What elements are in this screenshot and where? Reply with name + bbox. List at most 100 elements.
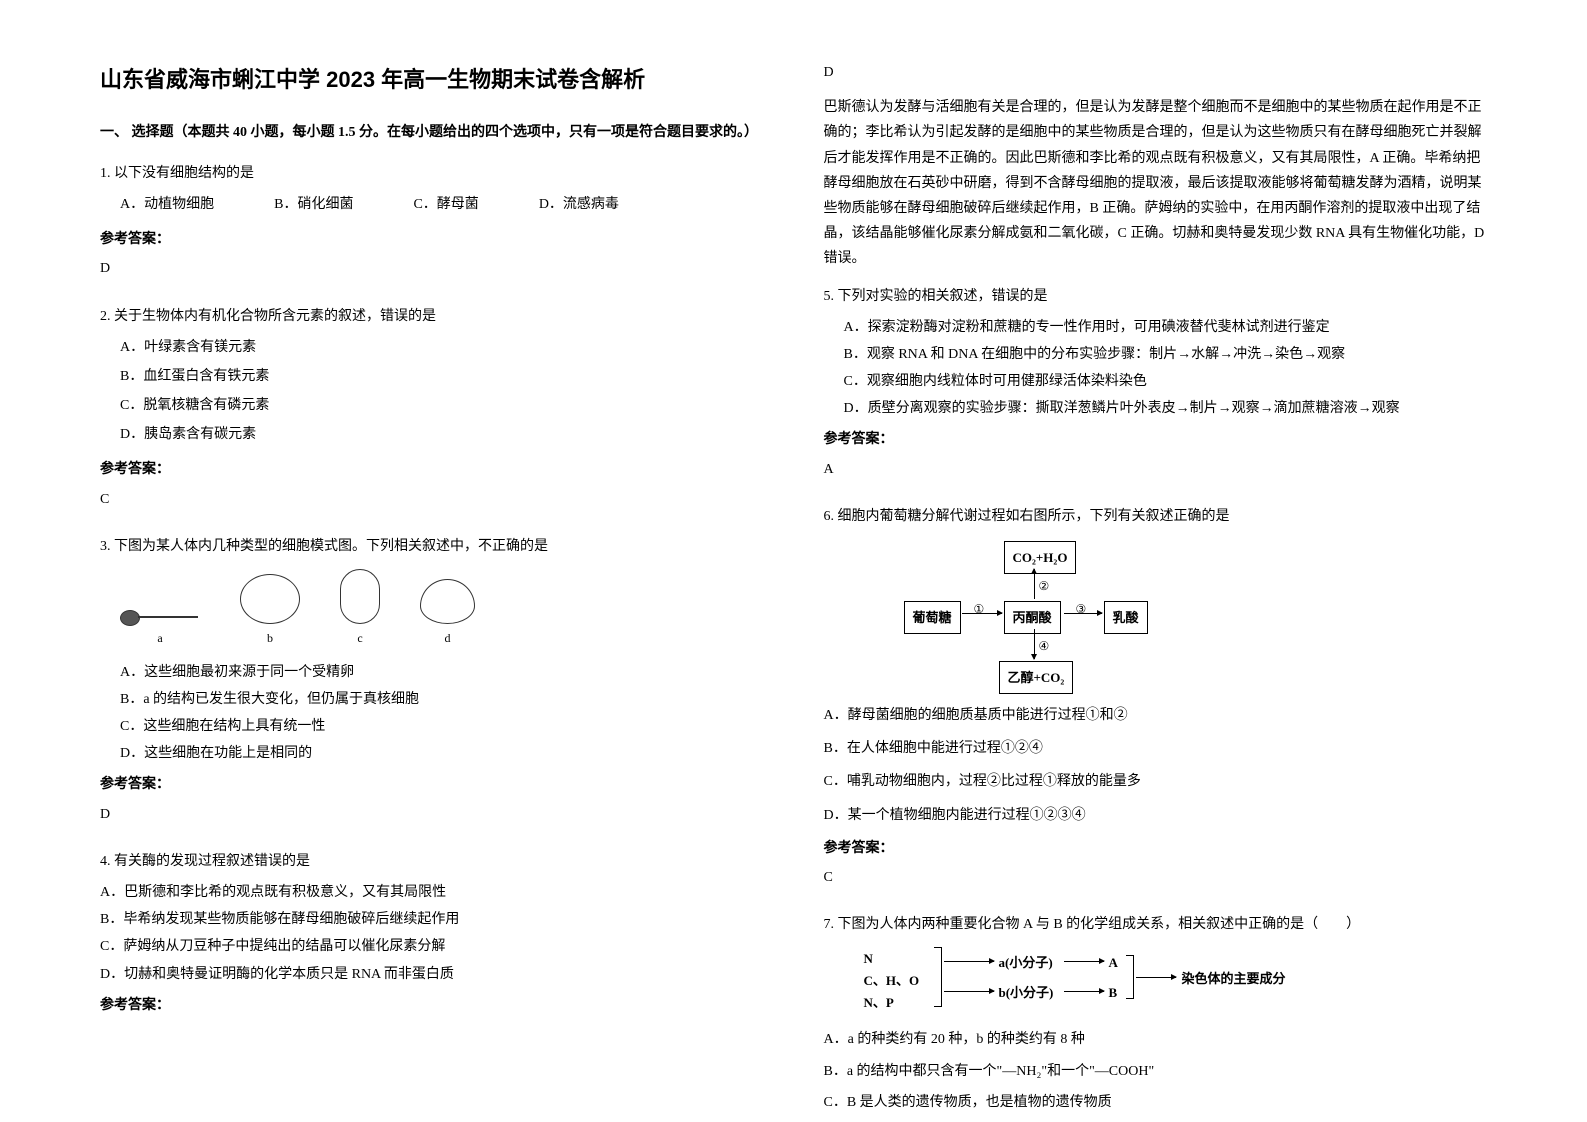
box-top: CO₂+H₂O bbox=[1004, 541, 1077, 574]
q3-opt-b: B．a 的结构已发生很大变化，但仍属于真核细胞 bbox=[120, 687, 764, 712]
answer-label: 参考答案： bbox=[824, 836, 1488, 861]
q5-opt-b: B．观察 RNA 和 DNA 在细胞中的分布实验步骤：制片→水解→冲洗→染色→观… bbox=[844, 342, 1488, 367]
q7-diagram: N C、H、O N、P a(小分子) b(小分子) A B 染色体的主要成分 bbox=[864, 947, 1364, 1017]
q4-explanation: 巴斯德认为发酵与活细胞有关是合理的，但是认为发酵是整个细胞而不是细胞中的某些物质… bbox=[824, 95, 1488, 271]
label-result: 染色体的主要成分 bbox=[1182, 967, 1286, 990]
answer-label: 参考答案： bbox=[100, 993, 764, 1018]
line-final bbox=[1136, 977, 1176, 978]
q3-opt-d: D．这些细胞在功能上是相同的 bbox=[120, 741, 764, 766]
question-6: 6. 细胞内葡萄糖分解代谢过程如右图所示，下列有关叙述正确的是 CO₂+H₂O … bbox=[824, 504, 1488, 900]
q4-options: A．巴斯德和李比希的观点既有积极意义，又有其局限性 B．毕希纳发现某些物质能够在… bbox=[100, 880, 764, 987]
box-bottom: 乙醇+CO₂ bbox=[999, 661, 1074, 694]
answer-label: 参考答案： bbox=[824, 427, 1488, 452]
circ-3: ③ bbox=[1076, 599, 1087, 621]
q3-figure: a b c d bbox=[120, 569, 764, 650]
q2-stem: 2. 关于生物体内有机化合物所含元素的叙述，错误的是 bbox=[100, 304, 764, 329]
cell-label-c: c bbox=[340, 628, 380, 650]
q3-options: A．这些细胞最初来源于同一个受精卵 B．a 的结构已发生很大变化，但仍属于真核细… bbox=[120, 660, 764, 767]
q1-options: A．动植物细胞 B．硝化细菌 C．酵母菌 D．流感病毒 bbox=[120, 192, 764, 221]
line-a2 bbox=[1064, 961, 1104, 962]
answer-label: 参考答案： bbox=[100, 227, 764, 252]
cell-a: a bbox=[120, 608, 200, 650]
q6-opt-a: A．酵母菌细胞的细胞质基质中能进行过程①和② bbox=[824, 703, 1488, 728]
answer-label: 参考答案： bbox=[100, 772, 764, 797]
line-a1 bbox=[944, 961, 994, 962]
q6-opt-c: C．哺乳动物细胞内，过程②比过程①释放的能量多 bbox=[824, 769, 1488, 794]
cell-c: c bbox=[340, 569, 380, 650]
q7-opt-a: A．a 的种类约有 20 种，b 的种类约有 8 种 bbox=[824, 1027, 1488, 1052]
q6-stem: 6. 细胞内葡萄糖分解代谢过程如右图所示，下列有关叙述正确的是 bbox=[824, 504, 1488, 529]
q5-answer: A bbox=[824, 457, 1488, 482]
q5-opt-c: C．观察细胞内线粒体时可用健那绿活体染料染色 bbox=[844, 369, 1488, 394]
section-instructions: 一、 选择题（本题共 40 小题，每小题 1.5 分。在每小题给出的四个选项中，… bbox=[100, 120, 764, 145]
line-b1 bbox=[944, 991, 994, 992]
q4-opt-c: C．萨姆纳从刀豆种子中提纯出的结晶可以催化尿素分解 bbox=[100, 934, 764, 959]
q4-opt-a: A．巴斯德和李比希的观点既有积极意义，又有其局限性 bbox=[100, 880, 764, 905]
question-7: 7. 下图为人体内两种重要化合物 A 与 B 的化学组成关系，相关叙述中正确的是… bbox=[824, 912, 1488, 1121]
elem-np: N、P bbox=[864, 991, 934, 1014]
elem-cho: C、H、O bbox=[864, 969, 934, 992]
q5-options: A．探索淀粉酶对淀粉和蔗糖的专一性作用时，可用碘液替代斐林试剂进行鉴定 B．观察… bbox=[844, 315, 1488, 422]
q1-opt-d: D．流感病毒 bbox=[539, 192, 619, 217]
q6-flowchart: CO₂+H₂O 葡萄糖 丙酮酸 乳酸 乙醇+CO₂ ① ② ③ ④ bbox=[904, 541, 1164, 691]
left-column: 山东省威海市蜊江中学 2023 年高一生物期末试卷含解析 一、 选择题（本题共 … bbox=[100, 60, 764, 1062]
circ-2: ② bbox=[1039, 576, 1050, 598]
q2-opt-a: A．叶绿素含有镁元素 bbox=[120, 335, 410, 360]
q1-answer: D bbox=[100, 256, 764, 281]
q4-stem: 4. 有关酶的发现过程叙述错误的是 bbox=[100, 849, 764, 874]
question-2: 2. 关于生物体内有机化合物所含元素的叙述，错误的是 A．叶绿素含有镁元素 B．… bbox=[100, 304, 764, 522]
line-b2 bbox=[1064, 991, 1104, 992]
q1-stem: 1. 以下没有细胞结构的是 bbox=[100, 161, 764, 186]
box-mid: 丙酮酸 bbox=[1004, 601, 1061, 634]
right-column: D 巴斯德认为发酵与活细胞有关是合理的，但是认为发酵是整个细胞而不是细胞中的某些… bbox=[824, 60, 1488, 1062]
q1-opt-c: C．酵母菌 bbox=[413, 192, 478, 217]
q6-options: A．酵母菌细胞的细胞质基质中能进行过程①和② B．在人体细胞中能进行过程①②④ … bbox=[824, 703, 1488, 828]
q2-answer: C bbox=[100, 487, 764, 512]
q2-opt-c: C．脱氧核糖含有磷元素 bbox=[120, 393, 410, 418]
arrow-4 bbox=[1034, 629, 1035, 659]
label-b-small: b(小分子) bbox=[999, 981, 1054, 1004]
circ-1: ① bbox=[974, 599, 985, 621]
cell-label-a: a bbox=[120, 628, 200, 650]
q4-opt-b: B．毕希纳发现某些物质能够在酵母细胞破碎后继续起作用 bbox=[100, 907, 764, 932]
q2-opt-d: D．胰岛素含有碳元素 bbox=[120, 422, 410, 447]
question-4: 4. 有关酶的发现过程叙述错误的是 A．巴斯德和李比希的观点既有积极意义，又有其… bbox=[100, 849, 764, 1022]
cell-label-b: b bbox=[240, 628, 300, 650]
arrow-2 bbox=[1034, 569, 1035, 599]
bracket-left bbox=[934, 947, 942, 1007]
bracket-right bbox=[1126, 955, 1134, 999]
question-1: 1. 以下没有细胞结构的是 A．动植物细胞 B．硝化细菌 C．酵母菌 D．流感病… bbox=[100, 161, 764, 292]
question-3: 3. 下图为某人体内几种类型的细胞模式图。下列相关叙述中，不正确的是 a b c bbox=[100, 534, 764, 837]
q4-answer: D bbox=[824, 60, 1488, 85]
q7-stem: 7. 下图为人体内两种重要化合物 A 与 B 的化学组成关系，相关叙述中正确的是… bbox=[824, 912, 1488, 937]
q6-opt-d: D．某一个植物细胞内能进行过程①②③④ bbox=[824, 803, 1488, 828]
q6-opt-b: B．在人体细胞中能进行过程①②④ bbox=[824, 736, 1488, 761]
label-big-a: A bbox=[1109, 951, 1118, 974]
q3-opt-c: C．这些细胞在结构上具有统一性 bbox=[120, 714, 764, 739]
q3-stem: 3. 下图为某人体内几种类型的细胞模式图。下列相关叙述中，不正确的是 bbox=[100, 534, 764, 559]
q7-opt-c: C．B 是人类的遗传物质，也是植物的遗传物质 bbox=[824, 1090, 1488, 1115]
q5-opt-a: A．探索淀粉酶对淀粉和蔗糖的专一性作用时，可用碘液替代斐林试剂进行鉴定 bbox=[844, 315, 1488, 340]
q3-opt-a: A．这些细胞最初来源于同一个受精卵 bbox=[120, 660, 764, 685]
elem-n: N bbox=[864, 947, 934, 970]
label-a-small: a(小分子) bbox=[999, 951, 1053, 974]
q7-opt-b: B．a 的结构中都只含有一个"—NH₂"和一个"—COOH" bbox=[824, 1059, 1488, 1084]
q5-opt-d: D．质壁分离观察的实验步骤：撕取洋葱鳞片叶外表皮→制片→观察→滴加蔗糖溶液→观察 bbox=[844, 396, 1488, 421]
q1-opt-a: A．动植物细胞 bbox=[120, 192, 214, 217]
q2-opt-b: B．血红蛋白含有铁元素 bbox=[120, 364, 410, 389]
q6-answer: C bbox=[824, 865, 1488, 890]
q2-options: A．叶绿素含有镁元素 B．血红蛋白含有铁元素 C．脱氧核糖含有磷元素 D．胰岛素… bbox=[120, 335, 764, 452]
q1-opt-b: B．硝化细菌 bbox=[274, 192, 353, 217]
box-right: 乳酸 bbox=[1104, 601, 1148, 634]
q3-answer: D bbox=[100, 802, 764, 827]
answer-label: 参考答案： bbox=[100, 457, 764, 482]
cell-label-d: d bbox=[420, 628, 475, 650]
question-5: 5. 下列对实验的相关叙述，错误的是 A．探索淀粉酶对淀粉和蔗糖的专一性作用时，… bbox=[824, 284, 1488, 492]
circ-4: ④ bbox=[1039, 636, 1050, 658]
q4-opt-d: D．切赫和奥特曼证明酶的化学本质只是 RNA 而非蛋白质 bbox=[100, 962, 764, 987]
page-title: 山东省威海市蜊江中学 2023 年高一生物期末试卷含解析 bbox=[100, 60, 764, 100]
label-big-b: B bbox=[1109, 981, 1118, 1004]
cell-d: d bbox=[420, 579, 475, 650]
q5-stem: 5. 下列对实验的相关叙述，错误的是 bbox=[824, 284, 1488, 309]
q7-options: A．a 的种类约有 20 种，b 的种类约有 8 种 B．a 的结构中都只含有一… bbox=[824, 1027, 1488, 1115]
